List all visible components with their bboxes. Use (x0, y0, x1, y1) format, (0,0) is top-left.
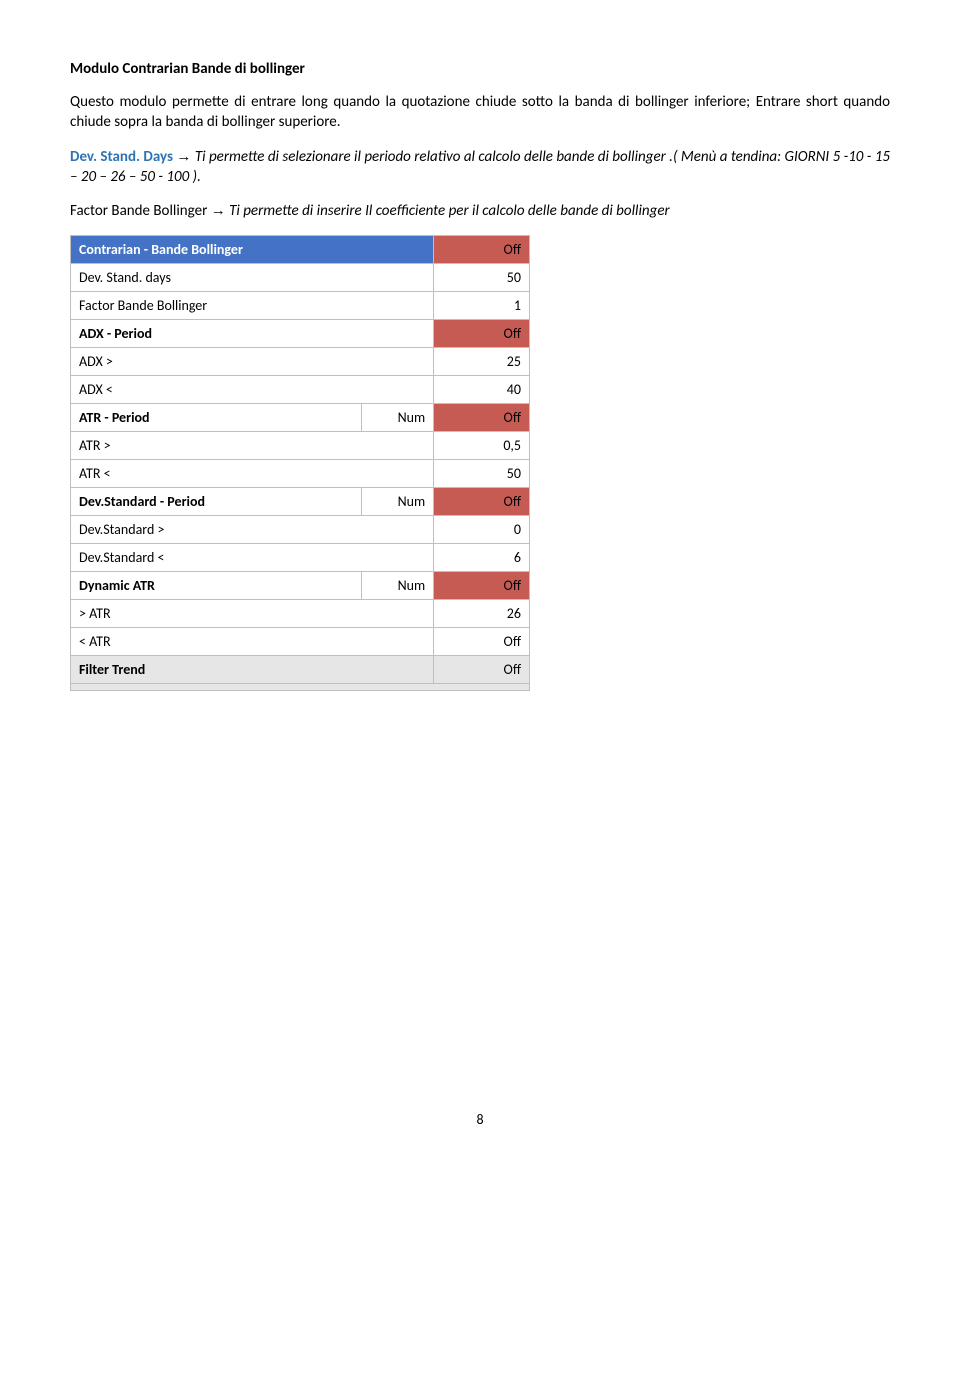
paragraph-3: Factor Bande Bollinger → Ti permette di … (70, 201, 890, 221)
desc-dev-stand-days: Ti permette di selezionare il periodo re… (70, 148, 890, 186)
settings-table: Contrarian - Bande Bollinger Off Dev. St… (70, 235, 530, 684)
row-label: ATR - Period (71, 404, 362, 432)
table-row: > ATR26 (71, 600, 530, 628)
table-row: ATR <50 (71, 460, 530, 488)
row-label: Dynamic ATR (71, 572, 362, 600)
table-footer-spacer (71, 684, 530, 691)
row-label: Filter Trend (71, 656, 434, 684)
table-header-row: Contrarian - Bande Bollinger Off (71, 236, 530, 264)
row-label: ADX < (71, 376, 434, 404)
row-label: ATR < (71, 460, 434, 488)
arrow-icon: → (176, 148, 191, 165)
row-value: 25 (434, 348, 530, 376)
row-label: < ATR (71, 628, 434, 656)
row-value: 0,5 (434, 432, 530, 460)
table-row: Dev.Standard - PeriodNumOff (71, 488, 530, 516)
row-label: ADX - Period (71, 320, 434, 348)
arrow-icon: → (211, 202, 226, 219)
table-row: ADX <40 (71, 376, 530, 404)
header-value: Off (434, 236, 530, 264)
desc-factor-bande: Ti permette di inserire Il coefficiente … (226, 202, 670, 220)
row-value: Off (434, 656, 530, 684)
term-factor-bande: Factor Bande Bollinger (70, 202, 211, 220)
row-value: Off (434, 572, 530, 600)
row-label: Dev.Standard < (71, 544, 434, 572)
row-label: > ATR (71, 600, 434, 628)
settings-table-wrap: Contrarian - Bande Bollinger Off Dev. St… (70, 235, 530, 691)
page-number: 8 (70, 1111, 890, 1128)
term-dev-stand-days: Dev. Stand. Days (70, 148, 173, 166)
row-value: Off (434, 488, 530, 516)
row-value: 1 (434, 292, 530, 320)
row-mid: Num (362, 404, 434, 432)
table-row: Dynamic ATRNumOff (71, 572, 530, 600)
row-label: Factor Bande Bollinger (71, 292, 434, 320)
row-label: Dev. Stand. days (71, 264, 434, 292)
table-row: ADX - PeriodOff (71, 320, 530, 348)
row-value: 6 (434, 544, 530, 572)
row-mid: Num (362, 488, 434, 516)
row-mid: Num (362, 572, 434, 600)
row-value: 50 (434, 460, 530, 488)
table-row: ADX >25 (71, 348, 530, 376)
row-label: ADX > (71, 348, 434, 376)
table-row: Factor Bande Bollinger1 (71, 292, 530, 320)
table-row: < ATROff (71, 628, 530, 656)
paragraph-1: Questo modulo permette di entrare long q… (70, 92, 890, 133)
row-value: Off (434, 628, 530, 656)
row-label: Dev.Standard - Period (71, 488, 362, 516)
row-value: Off (434, 404, 530, 432)
row-value: 26 (434, 600, 530, 628)
table-body: Dev. Stand. days50Factor Bande Bollinger… (71, 264, 530, 684)
table-row: Dev.Standard <6 (71, 544, 530, 572)
table-row: Dev.Standard >0 (71, 516, 530, 544)
row-value: 50 (434, 264, 530, 292)
table-row: Dev. Stand. days50 (71, 264, 530, 292)
table-row: ATR - PeriodNumOff (71, 404, 530, 432)
table-row: ATR >0,5 (71, 432, 530, 460)
paragraph-2: Dev. Stand. Days → Ti permette di selezi… (70, 147, 890, 188)
row-label: Dev.Standard > (71, 516, 434, 544)
row-value: Off (434, 320, 530, 348)
section-title: Modulo Contrarian Bande di bollinger (70, 60, 890, 78)
row-label: ATR > (71, 432, 434, 460)
row-value: 40 (434, 376, 530, 404)
row-value: 0 (434, 516, 530, 544)
table-row: Filter TrendOff (71, 656, 530, 684)
header-label: Contrarian - Bande Bollinger (71, 236, 434, 264)
